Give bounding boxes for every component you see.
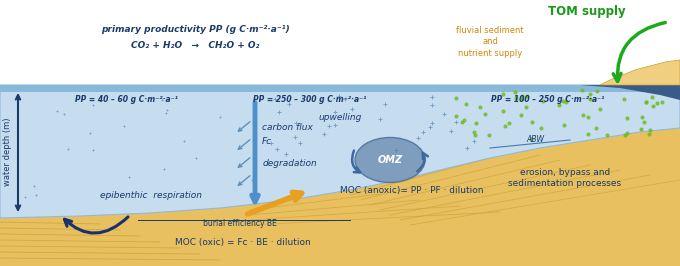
Polygon shape <box>555 85 680 100</box>
Polygon shape <box>0 128 680 266</box>
Text: CO₂ + H₂O   →   CH₂O + O₂: CO₂ + H₂O → CH₂O + O₂ <box>131 41 259 51</box>
Text: MOC (anoxic)= PP · PF · dilution: MOC (anoxic)= PP · PF · dilution <box>340 185 483 194</box>
Text: burial efficiency BE: burial efficiency BE <box>203 218 277 227</box>
Text: degradation: degradation <box>263 159 318 168</box>
Text: PP = 40 – 60 g C·m⁻²·a⁻¹: PP = 40 – 60 g C·m⁻²·a⁻¹ <box>75 95 178 105</box>
Text: ABW: ABW <box>526 135 544 144</box>
Text: Fc: Fc <box>262 138 272 147</box>
Text: PP = 100 – 250 g C·m⁻²·a⁻¹: PP = 100 – 250 g C·m⁻²·a⁻¹ <box>491 94 605 103</box>
Text: TOM supply: TOM supply <box>548 6 626 19</box>
Polygon shape <box>0 85 680 92</box>
Text: primary productivity PP (g C·m⁻²·a⁻¹): primary productivity PP (g C·m⁻²·a⁻¹) <box>101 26 290 35</box>
Text: MOC (oxic) = Fc · BE · dilution: MOC (oxic) = Fc · BE · dilution <box>175 239 311 247</box>
Text: epibenthic  respiration: epibenthic respiration <box>100 192 202 201</box>
Polygon shape <box>0 85 680 218</box>
Text: OMZ: OMZ <box>377 155 403 165</box>
Text: upwelling: upwelling <box>318 114 362 123</box>
Text: fluvial sediment
and
nutrient supply: fluvial sediment and nutrient supply <box>456 26 524 58</box>
Ellipse shape <box>355 138 425 182</box>
Text: carbon flux: carbon flux <box>262 123 313 132</box>
Text: PP = 250 – 300 g C·m⁻²·a⁻¹: PP = 250 – 300 g C·m⁻²·a⁻¹ <box>253 94 367 103</box>
Text: erosion, bypass and
sedimentation processes: erosion, bypass and sedimentation proces… <box>509 168 622 188</box>
Polygon shape <box>600 60 680 85</box>
Text: water depth (m): water depth (m) <box>3 118 12 186</box>
